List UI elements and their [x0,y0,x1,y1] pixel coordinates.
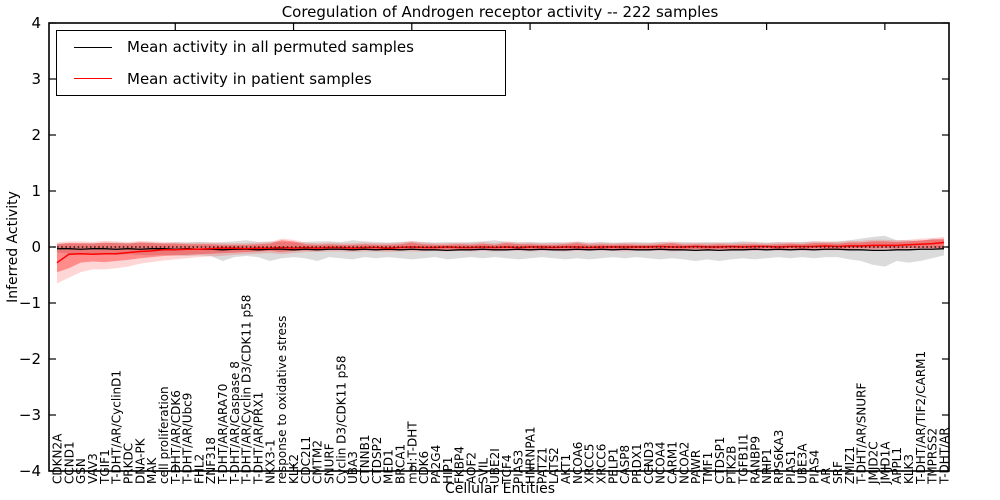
x-tick-label: CTDSP2 [370,437,384,484]
x-tick-label: T-DHT/AR/TIF2/CARM1 [914,351,928,485]
x-tick-label: UBA3 [346,451,360,484]
x-tick-label: NCOA2 [677,442,691,484]
x-tick-label: mol:T-DHT [405,421,419,484]
x-tick-label: AR [819,467,833,484]
x-tick-label: T-DHT/AR/PRX1 [252,392,266,485]
x-tick-label: T-DHT/AR/CyclinD1 [110,370,124,485]
x-tick-label: CCND3 [642,441,656,484]
x-tick-label: TGFB1I1 [736,433,750,485]
permuted-band [57,235,944,267]
y-tick-label: −2 [19,350,41,368]
x-tick-label: ZNF318 [204,437,218,484]
x-tick-label: CTNNB1 [358,434,372,484]
x-tick-label: TMF1 [701,452,715,485]
y-axis-label: Inferred Activity [5,191,21,303]
y-tick-label: 1 [31,182,41,200]
x-tick-label: PRKDC [121,443,135,484]
x-tick-label: HIP1 [441,457,455,484]
legend: Mean activity in all permuted samples Me… [56,30,506,96]
x-tick-label: cell proliferation [157,386,171,484]
x-tick-label: AKT1 [559,454,573,484]
x-tick-label: AOF2 [464,452,478,484]
x-tick-label: SRF [831,461,845,484]
x-tick-label: ZMIZ1 [843,446,857,484]
x-tick-label: PAWR [689,450,703,484]
x-tick-label: T-DHT/AR/SNURF [855,383,869,486]
x-tick-label: APPL1 [890,447,904,484]
x-tick-label: TGIF1 [98,449,112,485]
permuted-line-sample [74,46,112,48]
x-tick-label: BRCA1 [393,444,407,484]
x-axis-label: Cellular Entities [444,481,556,497]
x-tick-label: CDK6 [417,451,431,484]
legend-item-permuted: Mean activity in all permuted samples [57,32,505,62]
x-tick-label: XRCC6 [595,444,609,484]
x-tick-label: T-DHT/AR/CDK6 [169,390,183,485]
x-tick-label: VAV3 [86,453,100,484]
x-tick-label: UBE3A [796,443,810,484]
y-tick-label: 3 [31,70,41,88]
x-tick-label: JMJD2C [867,441,881,485]
x-tick-label: T-DHT/AR/Cyclin D3/CDK11 p58 [240,295,254,485]
x-tick-label: CARM1 [665,441,679,484]
x-tick-label: response to oxidative stress [275,316,289,484]
x-tick-label: JMJD1A [878,441,892,485]
x-tick-label: DNA-PK [133,437,147,484]
x-tick-label: RPS6KA3 [772,430,786,484]
x-tick-label: T-DHT/AR/Ubc9 [181,393,195,485]
legend-label-patient: Mean activity in patient samples [127,69,372,88]
x-tick-label: Cyclin D3/CDK11 p58 [334,355,348,484]
x-tick-label: KLK3 [902,454,916,484]
x-tick-label: PIAS4 [807,450,821,484]
x-tick-label: PTK2B [725,446,739,484]
x-tick-label: SNURF [323,443,337,484]
x-tick-label: PRDX1 [630,443,644,484]
x-tick-label: NKX3-1 [263,439,277,484]
y-tick-label: −3 [19,406,41,424]
x-tick-label: MAK [145,456,159,484]
y-tick-label: 2 [31,126,41,144]
x-tick-label: UBE2I [488,448,502,484]
x-tick-label: CDC2L1 [299,436,313,484]
x-tick-label: CTDSP1 [713,437,727,484]
x-tick-label: KLK2 [287,454,301,484]
x-tick-label: T-DHT/AR/Caspase 8 [228,361,242,485]
x-tick-label: NCOA4 [654,442,668,484]
x-tick-label: NRIP1 [760,448,774,484]
x-tick-label: RANBP9 [748,436,762,484]
x-tick-label: GSN [74,458,88,484]
x-tick-label: NCOA6 [571,442,585,484]
legend-label-permuted: Mean activity in all permuted samples [127,38,414,57]
x-tick-label: T-DHT/AR [938,427,952,485]
x-tick-label: PIAS3 [512,450,526,484]
patient-line-sample [74,78,112,80]
chart-title: Coregulation of Androgen receptor activi… [281,3,719,21]
patient-band-outer [57,236,944,284]
x-tick-label: FHL2 [192,454,206,484]
x-tick-label: PELP1 [606,448,620,484]
y-tick-label: −4 [19,462,41,480]
x-tick-label: LATS2 [547,447,561,484]
x-tick-label: PATZ1 [535,447,549,484]
y-tick-label: −1 [19,294,41,312]
x-tick-label: TCF4 [500,454,514,485]
legend-item-patient: Mean activity in patient samples [57,64,505,94]
y-tick-label: 0 [31,238,41,256]
x-tick-label: CDKN2A [51,433,65,484]
x-tick-label: PA2G4 [429,445,443,484]
x-tick-label: FKBP4 [453,446,467,484]
x-tick-label: CCND1 [62,441,76,484]
x-tick-label: MED1 [382,449,396,484]
x-tick-label: CMTM2 [311,440,325,484]
x-tick-label: SVIL [476,458,490,484]
x-tick-label: T-DHT/AR/ARA70 [216,384,230,485]
x-tick-label: CASP8 [618,445,632,484]
x-tick-label: HNRNPA1 [524,426,538,484]
y-tick-label: 4 [31,14,41,32]
x-tick-label: TMPRSS2 [926,428,940,485]
x-tick-label: PIAS1 [784,450,798,484]
x-tick-label: XRCC5 [583,444,597,484]
